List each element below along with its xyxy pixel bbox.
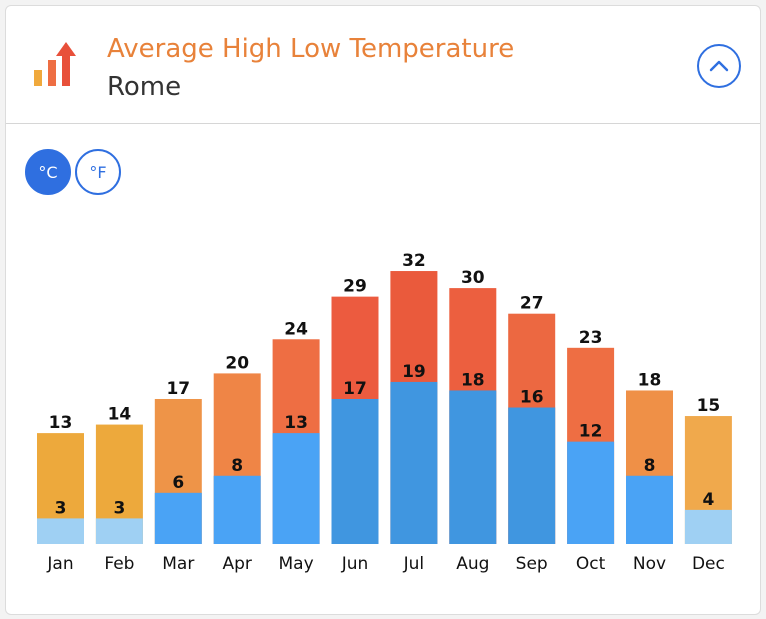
high-temp-label: 18 <box>638 370 662 390</box>
low-temp-bar <box>449 390 497 544</box>
low-temp-bar <box>684 509 732 544</box>
low-temp-label: 17 <box>343 379 367 399</box>
chart-title: Average High Low Temperature <box>107 34 515 64</box>
low-temp-bar <box>95 518 143 544</box>
month-label: Jan <box>46 554 73 574</box>
month-label: Sep <box>516 554 548 574</box>
high-temp-label: 20 <box>225 353 249 373</box>
high-temp-label: 27 <box>520 294 544 314</box>
city-name: Rome <box>107 72 182 102</box>
high-temp-label: 13 <box>49 413 73 433</box>
low-temp-label: 12 <box>579 422 603 442</box>
high-temp-label: 24 <box>284 319 308 339</box>
high-temp-label: 15 <box>697 396 721 416</box>
month-label: Nov <box>633 554 666 574</box>
low-temp-bar <box>154 492 202 544</box>
high-temp-label: 17 <box>166 379 190 399</box>
low-temp-label: 16 <box>520 388 544 408</box>
month-label: Mar <box>162 554 194 574</box>
month-label: Aug <box>456 554 489 574</box>
month-label: Apr <box>222 554 251 574</box>
low-temp-bar <box>213 475 261 544</box>
low-temp-bar <box>567 441 615 544</box>
month-label: May <box>279 554 314 574</box>
low-temp-bar <box>508 407 556 544</box>
high-temp-label: 14 <box>108 405 132 425</box>
month-label: Oct <box>576 554 606 574</box>
month-label: Jun <box>341 554 369 574</box>
low-temp-bar <box>272 433 320 544</box>
celsius-toggle[interactable]: °C <box>25 149 71 195</box>
low-temp-label: 18 <box>461 370 485 390</box>
low-temp-label: 4 <box>702 490 714 510</box>
fahrenheit-toggle[interactable]: °F <box>75 149 121 195</box>
low-temp-label: 13 <box>284 413 308 433</box>
low-temp-bar <box>390 381 438 544</box>
high-temp-label: 23 <box>579 328 603 348</box>
high-temp-label: 30 <box>461 268 485 288</box>
low-temp-label: 6 <box>172 473 184 493</box>
month-label: Feb <box>104 554 134 574</box>
high-temp-label: 32 <box>402 251 426 271</box>
low-temp-label: 19 <box>402 362 426 382</box>
temperature-card: Average High Low Temperature Rome °C °F … <box>5 5 761 615</box>
high-temp-label: 29 <box>343 277 367 297</box>
low-temp-label: 8 <box>231 456 243 476</box>
collapse-button[interactable] <box>697 44 741 88</box>
card-header: Average High Low Temperature Rome <box>6 6 760 124</box>
chevron-up-icon <box>709 60 729 72</box>
bar-chart-arrow-icon <box>34 42 76 86</box>
month-label: Jul <box>403 554 425 574</box>
low-temp-bar <box>331 398 379 544</box>
low-temp-bar <box>626 475 673 544</box>
low-temp-label: 3 <box>55 498 67 518</box>
low-temp-label: 3 <box>113 498 125 518</box>
temperature-chart: 13 3 Jan 14 3 Feb 17 6 Mar 20 8 Apr 24 13 May 29 17 Jun 32… <box>37 251 732 574</box>
month-label: Dec <box>692 554 725 574</box>
low-temp-label: 8 <box>644 456 656 476</box>
low-temp-bar <box>37 518 84 544</box>
